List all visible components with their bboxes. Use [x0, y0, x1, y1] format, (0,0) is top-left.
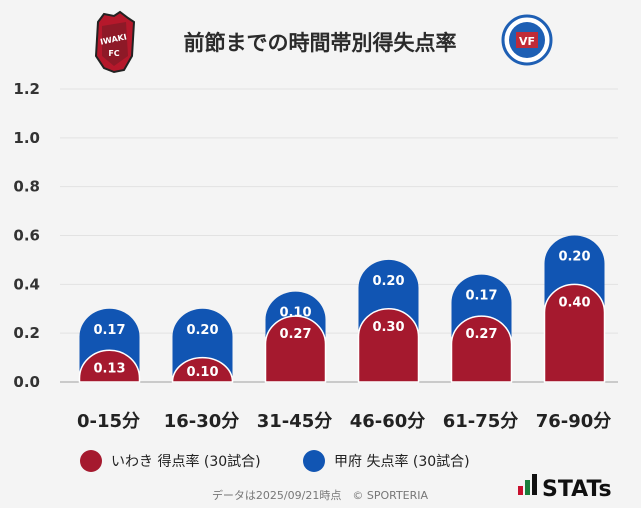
iwaki-fc-logo: IWAKI FC	[94, 10, 136, 74]
legend-label-kofu: 甲府 失点率 (30試合)	[334, 453, 470, 470]
value-label-kofu: 0.20	[558, 250, 590, 265]
x-tick-label: 0-15分	[77, 411, 140, 432]
x-axis-ticks: 0-15分 16-30分 31-45分 46-60分 61-75分 76-90分	[77, 411, 611, 432]
legend-swatch-iwaki	[80, 450, 102, 472]
bar-iwaki-score	[450, 315, 513, 383]
value-label-iwaki: 0.30	[372, 320, 404, 335]
x-tick-label: 46-60分	[350, 411, 426, 432]
y-axis-ticks: 0.0 0.2 0.4 0.6 0.8 1.0 1.2	[13, 80, 40, 391]
grid-lines	[60, 88, 618, 383]
bar-iwaki-score	[264, 315, 327, 383]
footer-note: データは2025/09/21時点 © SPORTERIA	[212, 488, 429, 502]
svg-text:VF: VF	[519, 35, 535, 48]
ventforet-kofu-logo: VF	[501, 14, 553, 66]
x-tick-label: 61-75分	[443, 411, 519, 432]
value-label-kofu: 0.17	[465, 289, 497, 304]
legend-label-iwaki: いわき 得点率 (30試合)	[111, 453, 261, 470]
stats-logo: STATs	[518, 474, 612, 502]
svg-text:FC: FC	[108, 49, 119, 58]
y-tick-label: 0.4	[13, 275, 40, 293]
value-label-iwaki: 0.27	[279, 327, 311, 342]
x-tick-label: 76-90分	[536, 411, 612, 432]
y-tick-label: 1.0	[13, 129, 40, 147]
y-tick-label: 0.6	[13, 227, 40, 245]
value-label-kofu: 0.20	[372, 274, 404, 289]
y-tick-label: 0.2	[13, 324, 40, 342]
value-label-iwaki: 0.40	[558, 295, 590, 310]
legend: いわき 得点率 (30試合) 甲府 失点率 (30試合)	[80, 450, 470, 472]
stats-brand-text: STATs	[542, 477, 612, 502]
bar-iwaki-score	[357, 308, 420, 383]
bar-iwaki-score	[171, 356, 234, 383]
value-label-iwaki: 0.10	[186, 365, 218, 380]
value-label-kofu: 0.10	[279, 306, 311, 321]
x-tick-label: 16-30分	[164, 411, 240, 432]
y-tick-label: 1.2	[13, 80, 40, 98]
legend-swatch-kofu	[303, 450, 325, 472]
y-tick-label: 0.8	[13, 178, 40, 196]
x-tick-label: 31-45分	[257, 411, 333, 432]
bar-iwaki-score	[78, 349, 141, 383]
value-label-iwaki: 0.27	[465, 327, 497, 342]
bars: 0.13 0.17 0.10 0.20 0.27 0.10 0.30 0.20 0.27 0.17…	[78, 235, 606, 383]
value-label-iwaki: 0.13	[93, 361, 125, 376]
value-label-kofu: 0.17	[93, 323, 125, 338]
bar-iwaki-score	[543, 283, 606, 383]
value-label-kofu: 0.20	[186, 323, 218, 338]
y-tick-label: 0.0	[13, 373, 40, 391]
chart-title: 前節までの時間帯別得失点率	[184, 31, 457, 55]
